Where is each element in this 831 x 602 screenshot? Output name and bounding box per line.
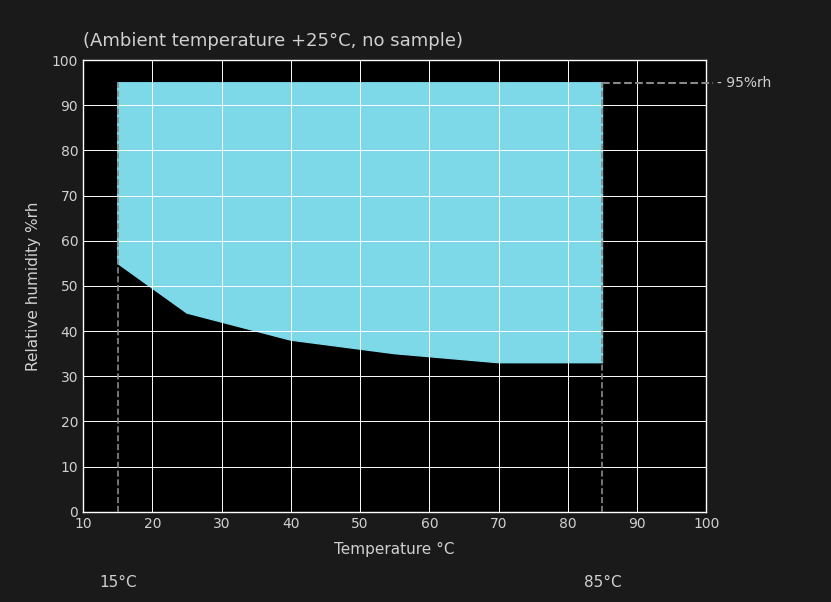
Text: - 95%rh: - 95%rh — [716, 76, 771, 90]
Text: 85°C: 85°C — [583, 575, 622, 590]
Text: (Ambient temperature +25°C, no sample): (Ambient temperature +25°C, no sample) — [83, 33, 463, 51]
X-axis label: Temperature °C: Temperature °C — [334, 542, 455, 557]
Text: 15°C: 15°C — [99, 575, 136, 590]
Y-axis label: Relative humidity %rh: Relative humidity %rh — [26, 201, 41, 371]
Polygon shape — [118, 82, 602, 362]
